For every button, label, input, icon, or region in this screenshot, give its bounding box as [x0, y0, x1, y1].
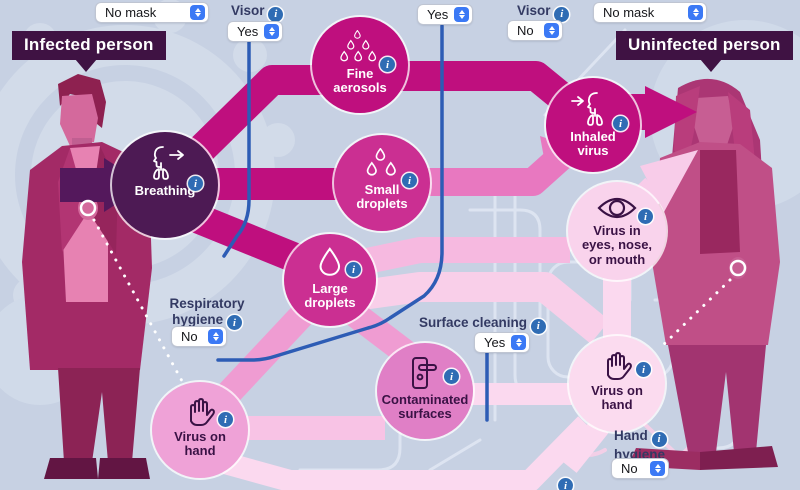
info-icon-bottom-partial[interactable]: i	[558, 478, 573, 490]
stepper-icon[interactable]	[264, 24, 279, 39]
node-fine-aerosols: i Fine aerosols	[312, 17, 408, 113]
hand-icon	[607, 352, 632, 380]
visor-select-uninfected-value: No	[517, 23, 534, 38]
surface-cleaning-label-text: Surface cleaning	[419, 315, 528, 330]
info-icon-virus-on-hand-infected[interactable]: i	[218, 412, 233, 427]
eye-icon	[597, 197, 637, 219]
node-virus-on-hand-uninfected: i Virus on hand	[569, 336, 665, 432]
visor-uninfected-label: Visor i	[517, 3, 570, 22]
node-virus-in-eyes: i Virus in eyes, nose, or mouth	[568, 182, 666, 280]
large-droplets-icon	[319, 247, 341, 276]
visor-select-infected[interactable]: Yes	[228, 22, 282, 41]
node-virus-on-hand-uninfected-label: Virus on hand	[591, 383, 643, 413]
stepper-icon[interactable]	[650, 461, 665, 476]
respiratory-hygiene-select-value: No	[181, 329, 198, 344]
hand-trace-infected	[79, 199, 190, 394]
center-barrier-select[interactable]: Yes	[418, 5, 472, 24]
mask-select-uninfected[interactable]: No mask	[594, 3, 706, 22]
arrow-eyes-person-head	[640, 150, 698, 212]
stepper-icon[interactable]	[544, 23, 559, 38]
respiratory-hygiene-label-line1: Respiratory	[169, 296, 245, 311]
flow-hand-bottom	[559, 419, 609, 473]
mask-select-uninfected-value: No mask	[603, 5, 655, 20]
uninfected-person-label: Uninfected person	[616, 31, 793, 60]
stepper-icon[interactable]	[688, 5, 703, 20]
stepper-icon[interactable]	[190, 5, 205, 20]
respiratory-hygiene-select[interactable]: No	[172, 327, 226, 346]
node-small-droplets-label: Small droplets	[356, 182, 408, 212]
node-inhaled-virus-label: Inhaled virus	[570, 129, 616, 159]
small-droplets-icon	[366, 148, 396, 176]
fine-aerosols-icon	[340, 30, 377, 62]
info-icon-virus-in-eyes[interactable]: i	[638, 209, 653, 224]
uninfected-label-pointer	[700, 59, 722, 72]
node-contaminated-surfaces: i Contaminated surfaces	[377, 343, 473, 439]
infected-label-pointer	[75, 59, 97, 72]
flow-hand-hand	[222, 416, 594, 490]
node-inhaled-virus: i Inhaled virus	[546, 78, 640, 172]
respiratory-hygiene-label: Respiratory hygiene i	[148, 296, 266, 331]
hand-hygiene-label: Hand i hygiene	[614, 428, 667, 462]
info-icon-respiratory-hygiene[interactable]: i	[226, 315, 242, 331]
info-icon-small-droplets[interactable]: i	[402, 173, 417, 188]
infected-person-label: Infected person	[12, 31, 166, 60]
hand-hygiene-select[interactable]: No	[612, 459, 668, 478]
surface-cleaning-label: Surface cleaning i	[419, 315, 546, 334]
hand-hygiene-select-value: No	[621, 461, 638, 476]
info-icon-inhaled-virus[interactable]: i	[613, 116, 628, 131]
node-large-droplets-label: Large droplets	[304, 281, 356, 311]
info-icon-fine-aerosols[interactable]: i	[380, 57, 395, 72]
surface-cleaning-select-value: Yes	[484, 335, 506, 350]
info-icon-breathing[interactable]: i	[188, 176, 203, 191]
info-icon-visor-uninfected[interactable]: i	[554, 6, 570, 22]
door-handle-icon	[412, 357, 437, 389]
mask-select-infected[interactable]: No mask	[96, 3, 208, 22]
visor-select-uninfected[interactable]: No	[508, 21, 562, 40]
breathing-icon	[153, 146, 184, 180]
hand-hygiene-label-line1: Hand	[614, 428, 648, 443]
info-icon-surface-cleaning[interactable]: i	[530, 318, 546, 334]
node-large-droplets: i Large droplets	[284, 234, 376, 326]
node-breathing: i Breathing	[112, 132, 218, 238]
flow-small-droplets-inhaled-virus	[425, 145, 572, 196]
stepper-icon[interactable]	[454, 7, 469, 22]
hand-hygiene-label-line2: hygiene	[614, 446, 666, 462]
node-virus-in-eyes-label: Virus in eyes, nose, or mouth	[581, 223, 653, 267]
visor-infected-label-text: Visor	[231, 3, 265, 18]
info-icon-hand-hygiene[interactable]: i	[651, 431, 667, 447]
info-icon-contaminated-surfaces[interactable]: i	[444, 369, 459, 384]
flow-large-droplets-hand	[218, 306, 312, 403]
stepper-icon[interactable]	[208, 329, 223, 344]
node-small-droplets: i Small droplets	[334, 135, 430, 231]
node-virus-on-hand-infected-label: Virus on hand	[174, 429, 226, 459]
visor-infected-label: Visor i	[231, 3, 284, 22]
surface-cleaning-select[interactable]: Yes	[475, 333, 529, 352]
mask-select-infected-value: No mask	[105, 5, 157, 20]
inhaled-virus-icon	[571, 92, 603, 126]
hand-icon	[190, 398, 215, 426]
flow-droplets-eyes	[359, 237, 570, 275]
barrier-line-visor-infected	[222, 38, 251, 258]
barrier-line-center	[216, 24, 444, 362]
visor-uninfected-label-text: Visor	[517, 3, 551, 18]
node-fine-aerosols-label: Fine aerosols	[333, 66, 387, 96]
arrow-inhaled-person-head	[645, 86, 697, 138]
stepper-icon[interactable]	[511, 335, 526, 350]
flow-breathing-fine-aerosols	[159, 65, 322, 191]
node-contaminated-surfaces-label: Contaminated surfaces	[381, 392, 469, 422]
info-icon-virus-on-hand-uninfected[interactable]: i	[636, 362, 651, 377]
visor-select-infected-value: Yes	[237, 24, 259, 39]
hand-trace-uninfected	[658, 259, 747, 350]
respiratory-hygiene-label-line2: hygiene	[172, 311, 224, 327]
node-breathing-label: Breathing	[134, 183, 196, 198]
center-barrier-select-value: Yes	[427, 7, 449, 22]
info-icon-visor-infected[interactable]: i	[268, 6, 284, 22]
node-virus-on-hand-infected: i Virus on hand	[152, 382, 248, 478]
flow-droplets-face	[352, 272, 610, 344]
info-icon-large-droplets[interactable]: i	[346, 262, 361, 277]
